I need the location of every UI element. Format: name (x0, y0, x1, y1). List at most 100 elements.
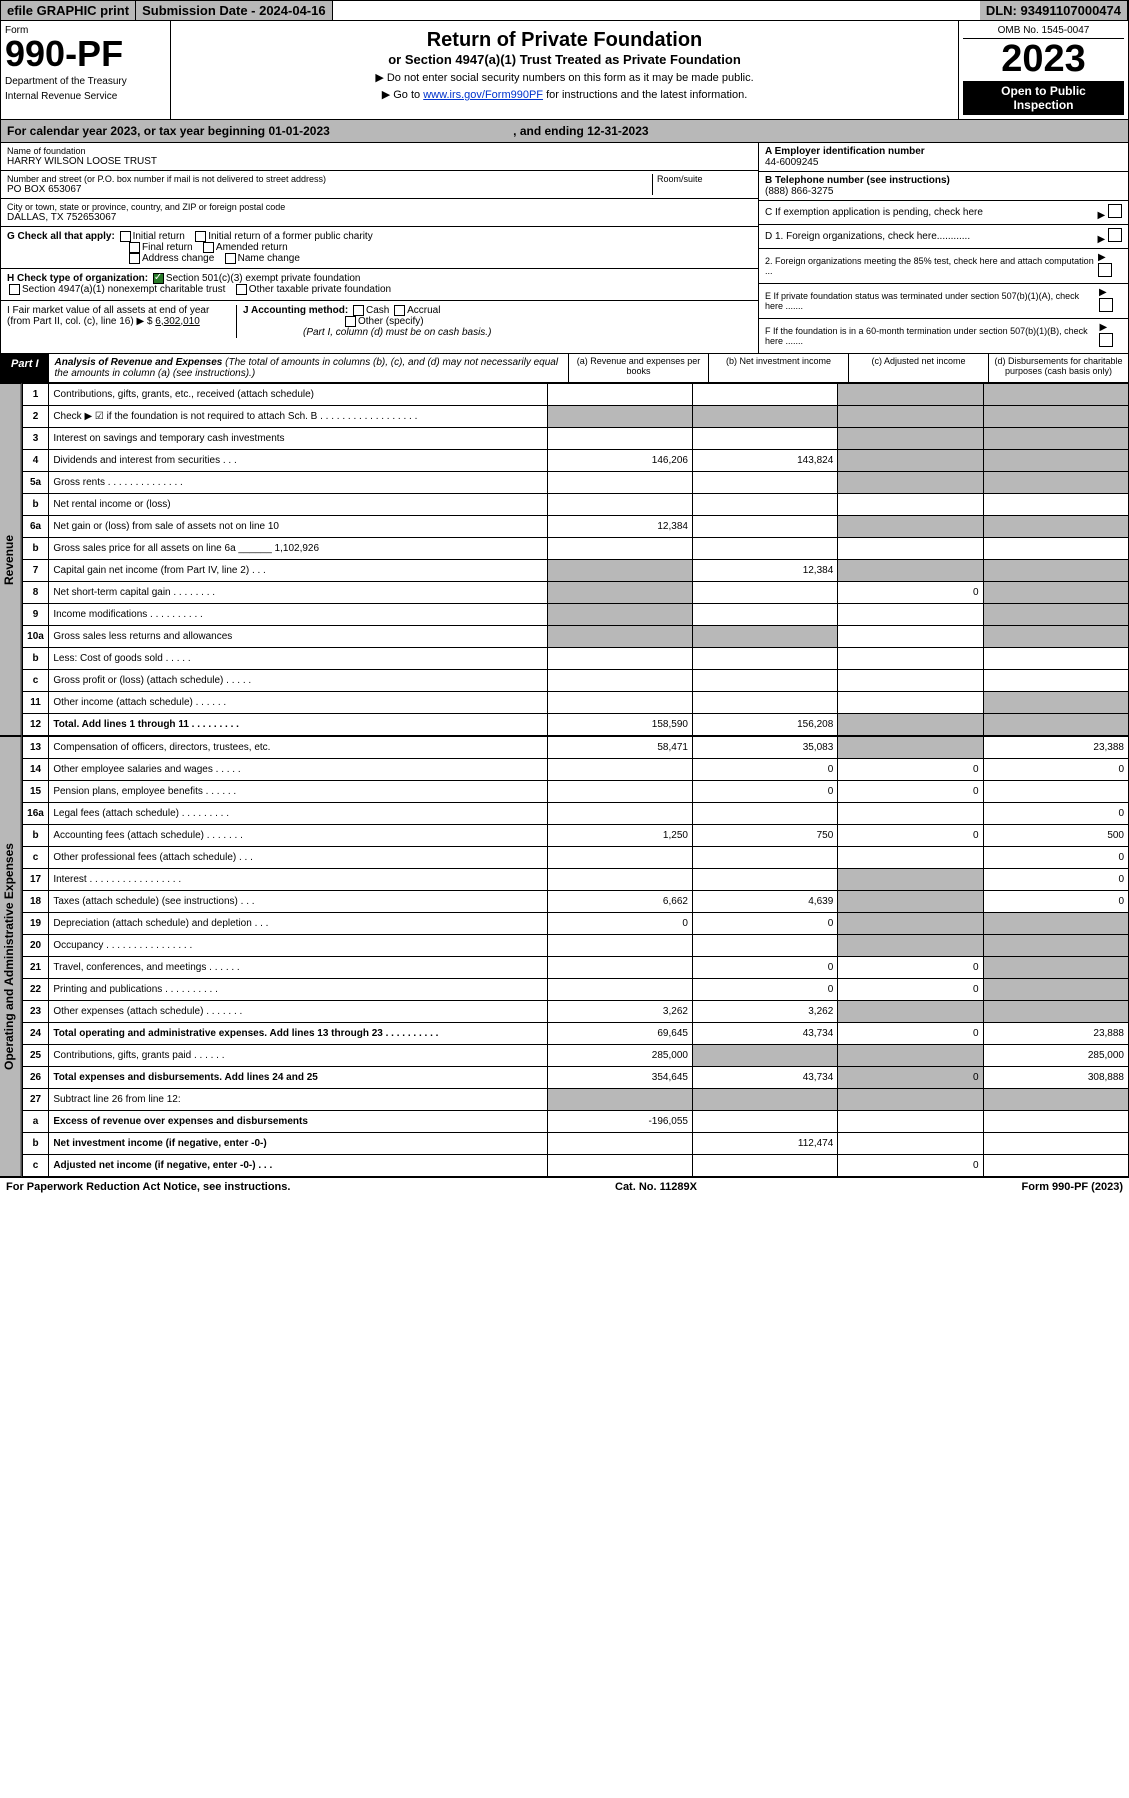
col-b (692, 669, 837, 691)
col-b (692, 868, 837, 890)
form-ref: Form 990-PF (2023) (1022, 1181, 1123, 1193)
dln: DLN: 93491107000474 (980, 1, 1128, 20)
line-num: a (22, 1110, 49, 1132)
other-taxable-checkbox[interactable] (236, 284, 247, 295)
col-b: 0 (692, 758, 837, 780)
line-num: 21 (22, 956, 49, 978)
col-d (983, 581, 1128, 603)
line-desc: Other professional fees (attach schedule… (49, 846, 547, 868)
col-d (983, 713, 1128, 735)
line-num: c (22, 669, 49, 691)
col-c (838, 427, 983, 449)
col-a (547, 1154, 692, 1176)
col-b (692, 846, 837, 868)
col-b (692, 515, 837, 537)
col-b: 0 (692, 780, 837, 802)
col-c (838, 449, 983, 471)
col-a (547, 559, 692, 581)
top-bar: efile GRAPHIC print Submission Date - 20… (0, 0, 1129, 21)
line-desc: Gross profit or (loss) (attach schedule)… (49, 669, 547, 691)
col-b (692, 493, 837, 515)
line-desc: Interest . . . . . . . . . . . . . . . .… (49, 868, 547, 890)
col-b (692, 581, 837, 603)
line-num: 13 (22, 736, 49, 758)
c-checkbox[interactable] (1108, 204, 1122, 218)
revenue-section: Revenue 1Contributions, gifts, grants, e… (0, 383, 1129, 736)
cash-checkbox[interactable] (353, 305, 364, 316)
f-checkbox[interactable] (1099, 333, 1113, 347)
form990pf-link[interactable]: www.irs.gov/Form990PF (423, 89, 543, 101)
line-num: c (22, 1154, 49, 1176)
foundation-name: HARRY WILSON LOOSE TRUST (7, 156, 752, 167)
amended-return-checkbox[interactable] (203, 242, 214, 253)
col-a: 1,250 (547, 824, 692, 846)
line-desc: Taxes (attach schedule) (see instruction… (49, 890, 547, 912)
col-c (838, 1110, 983, 1132)
line-num: 18 (22, 890, 49, 912)
col-d (983, 1132, 1128, 1154)
other-method-checkbox[interactable] (345, 316, 356, 327)
col-b: 43,734 (692, 1022, 837, 1044)
col-a: -196,055 (547, 1110, 692, 1132)
initial-former-checkbox[interactable] (195, 231, 206, 242)
line-desc: Total expenses and disbursements. Add li… (49, 1066, 547, 1088)
line-desc: Legal fees (attach schedule) . . . . . .… (49, 802, 547, 824)
efile-label[interactable]: efile GRAPHIC print (1, 1, 136, 20)
col-a (547, 1088, 692, 1110)
initial-return-checkbox[interactable] (120, 231, 131, 242)
col-d (983, 471, 1128, 493)
instr-goto: ▶ Go to www.irs.gov/Form990PF for instru… (179, 88, 950, 101)
col-b: 156,208 (692, 713, 837, 735)
col-c (838, 625, 983, 647)
e-checkbox[interactable] (1099, 298, 1113, 312)
col-c (838, 515, 983, 537)
line-desc: Contributions, gifts, grants, etc., rece… (49, 383, 547, 405)
col-a (547, 802, 692, 824)
address-change-checkbox[interactable] (129, 253, 140, 264)
col-d (983, 515, 1128, 537)
d1-checkbox[interactable] (1108, 228, 1122, 242)
paperwork-notice: For Paperwork Reduction Act Notice, see … (6, 1181, 290, 1193)
col-c: 0 (838, 758, 983, 780)
col-b: 0 (692, 956, 837, 978)
col-d: 0 (983, 802, 1128, 824)
col-d (983, 669, 1128, 691)
line-desc: Net gain or (loss) from sale of assets n… (49, 515, 547, 537)
4947a1-checkbox[interactable] (9, 284, 20, 295)
col-b (692, 1088, 837, 1110)
col-b: 750 (692, 824, 837, 846)
final-return-checkbox[interactable] (129, 242, 140, 253)
col-a: 146,206 (547, 449, 692, 471)
line-desc: Gross sales less returns and allowances (49, 625, 547, 647)
col-a (547, 758, 692, 780)
revenue-side-label: Revenue (0, 383, 22, 736)
accrual-checkbox[interactable] (394, 305, 405, 316)
line-desc: Adjusted net income (if negative, enter … (49, 1154, 547, 1176)
col-a: 158,590 (547, 713, 692, 735)
address: PO BOX 653067 (7, 184, 652, 195)
col-d (983, 647, 1128, 669)
col-a (547, 868, 692, 890)
line-desc: Printing and publications . . . . . . . … (49, 978, 547, 1000)
col-b: 0 (692, 978, 837, 1000)
501c3-checkbox[interactable] (153, 273, 164, 284)
col-c (838, 713, 983, 735)
col-c (838, 559, 983, 581)
col-b (692, 647, 837, 669)
d2-checkbox[interactable] (1098, 263, 1112, 277)
tel-label: B Telephone number (see instructions) (765, 175, 950, 186)
col-a: 6,662 (547, 890, 692, 912)
col-a (547, 493, 692, 515)
col-a: 69,645 (547, 1022, 692, 1044)
col-d (983, 691, 1128, 713)
line-num: 19 (22, 912, 49, 934)
line-num: 26 (22, 1066, 49, 1088)
cat-no: Cat. No. 11289X (615, 1181, 697, 1193)
name-change-checkbox[interactable] (225, 253, 236, 264)
e-label: E If private foundation status was termi… (765, 291, 1099, 311)
col-d (983, 956, 1128, 978)
line-desc: Depreciation (attach schedule) and deple… (49, 912, 547, 934)
col-c (838, 691, 983, 713)
col-a: 0 (547, 912, 692, 934)
col-d (983, 383, 1128, 405)
